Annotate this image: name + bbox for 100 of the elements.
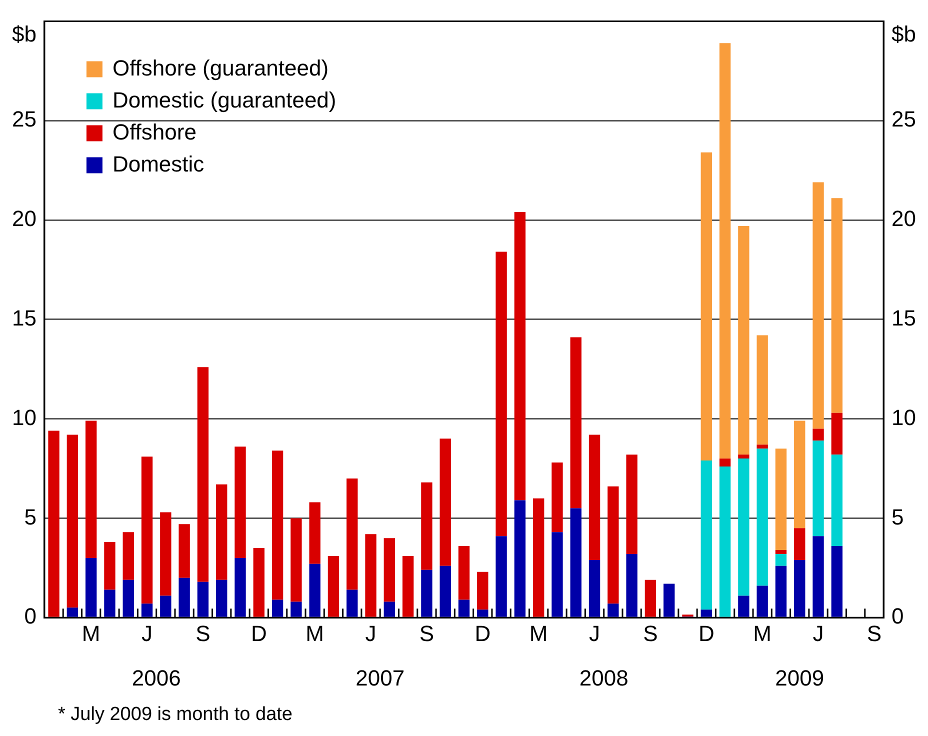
bar — [384, 602, 396, 617]
bar — [794, 420, 806, 528]
bar — [104, 542, 116, 590]
legend-label: Domestic (guaranteed) — [112, 87, 336, 112]
bar — [272, 600, 284, 617]
bar — [477, 610, 488, 617]
bar — [290, 602, 302, 617]
bar — [831, 454, 843, 546]
bar — [440, 566, 451, 617]
bar — [552, 532, 563, 617]
y2-tick-label: 10 — [892, 404, 916, 430]
bar — [719, 458, 731, 467]
bar — [552, 462, 563, 532]
bar — [756, 335, 768, 445]
bar — [421, 570, 432, 617]
bar — [197, 582, 209, 617]
bar — [160, 596, 172, 617]
x-tick-label: D — [698, 620, 714, 646]
bar — [122, 532, 134, 580]
bar — [775, 566, 787, 617]
x-tick-label: M — [82, 620, 100, 646]
bar — [588, 434, 600, 560]
y-tick-label: 10 — [12, 404, 36, 430]
bar — [290, 518, 302, 602]
bar — [496, 252, 507, 536]
text: * July 2009 is month to date — [58, 704, 292, 726]
text: 2009 — [775, 666, 824, 691]
bar — [309, 502, 320, 564]
bar — [309, 564, 320, 617]
bar — [178, 578, 190, 617]
y-axis-title: $b — [12, 21, 36, 46]
bar — [85, 558, 97, 617]
x-tick-label: J — [589, 620, 600, 646]
bar — [346, 478, 358, 590]
bar — [738, 596, 750, 617]
bar — [384, 538, 396, 602]
bar — [421, 482, 432, 570]
bar — [66, 608, 78, 617]
text: 2006 — [132, 666, 181, 691]
text: 2008 — [579, 666, 628, 691]
bar — [700, 152, 712, 461]
bar — [812, 182, 824, 429]
legend-label: Offshore (guaranteed) — [112, 55, 329, 80]
bar — [719, 43, 731, 459]
x-tick-label: S — [866, 620, 882, 646]
bar — [272, 450, 284, 600]
bar — [234, 446, 246, 558]
bar — [160, 512, 172, 596]
bar — [458, 600, 470, 617]
bar — [141, 604, 153, 617]
bar — [532, 498, 544, 617]
legend-label: Offshore — [112, 119, 196, 144]
y2-tick-label: 20 — [892, 206, 916, 232]
x-tick-label: M — [306, 620, 324, 646]
bar — [608, 486, 619, 604]
bar — [794, 528, 806, 560]
x-tick-label: D — [250, 620, 267, 646]
bar — [104, 590, 116, 617]
x-tick-label: S — [196, 620, 210, 646]
bar — [626, 554, 638, 617]
y-tick-label: 5 — [24, 504, 36, 530]
bar — [831, 198, 843, 413]
bar — [178, 524, 190, 578]
bar — [440, 438, 451, 566]
bar — [626, 454, 638, 554]
x-tick-label: J — [365, 620, 376, 646]
bar — [234, 558, 246, 617]
x-tick-label: D — [474, 620, 491, 646]
bar — [346, 590, 358, 617]
bar — [496, 536, 507, 617]
y2-tick-label: 15 — [892, 305, 916, 330]
bar — [775, 550, 787, 554]
x-tick-label: M — [529, 620, 548, 646]
bar — [664, 584, 675, 617]
bar — [756, 444, 768, 449]
bar — [831, 412, 843, 455]
y-tick-label: 25 — [12, 106, 36, 132]
bar — [570, 508, 582, 617]
y2-tick-label: 5 — [892, 504, 904, 530]
x-tick-label: M — [753, 620, 772, 646]
bar — [514, 212, 526, 500]
bar — [831, 546, 843, 617]
bar — [365, 534, 376, 617]
bar — [588, 560, 600, 617]
bar — [756, 448, 768, 586]
legend-label: Domestic — [112, 151, 204, 176]
bar — [253, 548, 264, 617]
bar — [197, 367, 209, 582]
bar — [812, 536, 824, 617]
bar — [402, 556, 414, 617]
y-tick-label: 20 — [12, 206, 36, 232]
y-tick-label: 15 — [12, 305, 36, 330]
bar — [66, 434, 78, 608]
x-tick-label: J — [812, 620, 824, 646]
y-tick-label: 0 — [24, 604, 36, 629]
y2-tick-label: 0 — [892, 604, 904, 629]
bar — [738, 226, 750, 455]
bar — [756, 586, 768, 617]
bar — [719, 466, 731, 617]
bar — [514, 500, 526, 617]
